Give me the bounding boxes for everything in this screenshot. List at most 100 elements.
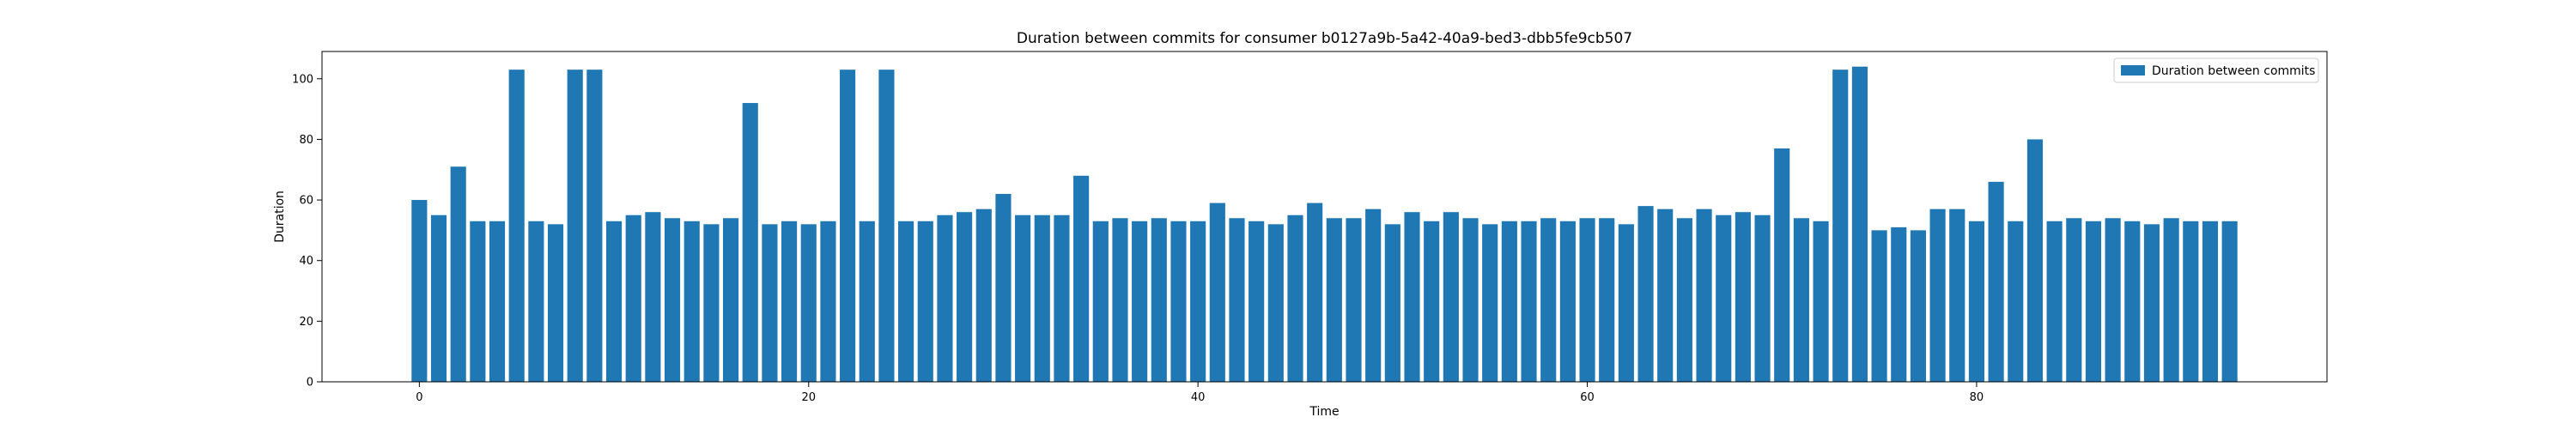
bar [859,221,875,382]
bar [878,69,895,382]
bar [1851,66,1868,382]
bar [2221,221,2238,382]
bar [723,218,739,382]
chart-title: Duration between commits for consumer b0… [1017,30,1632,47]
y-tick-label: 0 [307,377,313,390]
bar [1813,221,1829,382]
bar [586,69,603,382]
bar [411,200,428,382]
bar [781,221,798,382]
bar [1696,208,1712,382]
bar [2008,221,2024,382]
bar [1676,218,1692,382]
bar [1249,221,1265,382]
bar [2085,221,2102,382]
x-axis-ticks: 0 20 40 60 80 [416,382,1984,404]
bar [625,214,641,382]
y-tick-label: 80 [299,134,313,147]
bar [470,221,486,382]
bar [645,212,661,382]
bar [1443,212,1459,382]
bar [1190,221,1206,382]
bar [1267,224,1284,382]
bar [937,214,953,382]
bar [1170,221,1187,382]
x-axis-label: Time [1309,405,1339,419]
bar [762,224,778,382]
bar [1151,218,1167,382]
bar [1929,208,1946,382]
bar [1346,218,1362,382]
y-tick-label: 40 [299,255,313,268]
bar [1559,221,1576,382]
x-tick-label: 20 [801,391,816,404]
bar [2026,139,2044,382]
bar [528,221,544,382]
y-tick-label: 20 [299,316,313,329]
bar [975,208,992,382]
legend: Duration between commits [2113,57,2319,83]
bar [1326,218,1342,382]
bar [1384,224,1400,382]
bar [1132,221,1148,382]
y-axis-label: Duration [273,190,287,243]
bar [1657,208,1674,382]
bar [995,194,1012,382]
bar [450,166,466,382]
bar [2124,221,2141,382]
bar [2202,221,2219,382]
bar [1034,214,1050,382]
bar [1754,214,1771,382]
bar [2143,224,2160,382]
bar [1521,221,1537,382]
bar [2046,221,2063,382]
bar [683,221,700,382]
bar [1891,227,1907,382]
legend-swatch [2121,65,2145,76]
bar [1949,208,1965,382]
bar [1112,218,1128,382]
bar [605,221,623,382]
bar [1832,69,1849,382]
bar [1229,218,1245,382]
bar [1209,202,1225,382]
bar [1871,230,1887,382]
bar [2163,218,2179,382]
x-tick-label: 60 [1580,391,1595,404]
y-tick-label: 100 [292,73,313,86]
x-tick-label: 40 [1191,391,1206,404]
bar [1774,148,1790,382]
bar [1968,221,1985,382]
bar [1637,206,1654,382]
bar [1988,181,2004,382]
bar [2105,218,2121,382]
bar [1054,214,1070,382]
bar [1404,212,1420,382]
legend-entry: Duration between commits [2152,64,2315,78]
bars-group [411,66,2238,382]
bar [1462,218,1479,382]
bar [1287,214,1303,382]
x-tick-label: 80 [1970,391,1984,404]
bar [489,221,506,382]
bar [1015,214,1031,382]
bar [1735,212,1751,382]
bar [1716,214,1732,382]
bar [820,221,836,382]
bar [2066,218,2082,382]
bar [567,69,583,382]
bar [840,69,856,382]
bar [1482,224,1498,382]
bar [1307,202,1323,382]
bar [742,103,758,382]
bar [1910,230,1926,382]
plot-frame [321,51,2328,383]
bar [800,224,817,382]
bar [1618,224,1634,382]
bar [957,212,973,382]
bar [1424,221,1440,382]
bar [1599,218,1615,382]
bar [1540,218,1557,382]
bar [664,218,681,382]
bar [508,69,525,382]
